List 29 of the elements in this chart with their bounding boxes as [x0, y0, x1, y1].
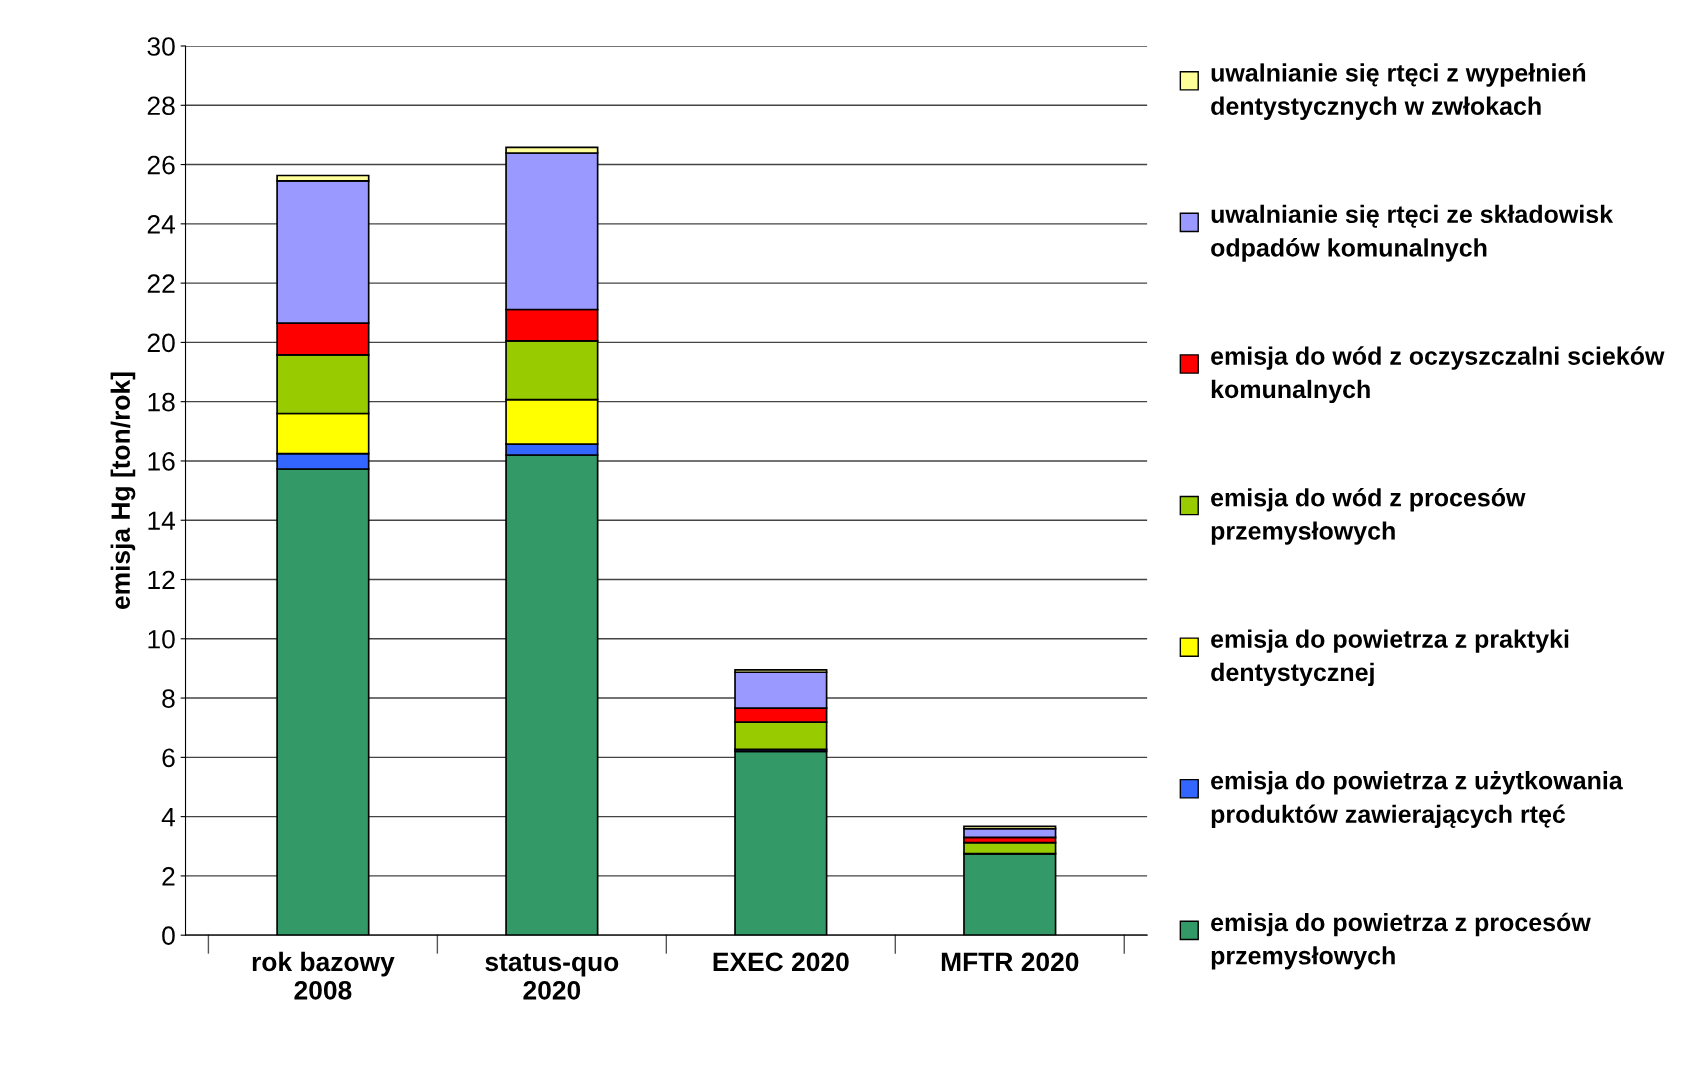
x-tick-label: EXEC 2020 — [713, 952, 849, 972]
y-tick-label: 6 — [162, 748, 175, 768]
y-tick-label: 10 — [148, 629, 175, 649]
x-tick-label: rok bazowy 2008 — [252, 951, 395, 1000]
y-axis-title: emisja Hg [ton/rok] — [110, 372, 136, 610]
bar — [734, 750, 828, 936]
legend-label: uwalnianie się rtęci ze składowisk odpadów komunalnych — [1211, 204, 1614, 262]
x-tick-label: status-quo 2020 — [485, 953, 619, 1000]
y-tick-label: 14 — [148, 511, 176, 530]
y-tick-label: 0 — [162, 926, 175, 945]
legend-label: emisja do wód z procesów przemysłowych — [1211, 487, 1526, 545]
legend-label: emisja do powietrza z praktyki dentystycznej — [1211, 629, 1569, 687]
y-tick-label: 20 — [147, 333, 175, 353]
y-tick-label: 4 — [161, 808, 176, 827]
y-tick-label: 28 — [147, 96, 175, 116]
legend-label: emisja do powietrza z użytkowania produktów zawierających rtęć — [1211, 771, 1623, 829]
y-tick-label: 12 — [148, 570, 175, 590]
y-tick-label: 30 — [147, 37, 175, 56]
y-tick-label: 8 — [162, 689, 175, 708]
legend-label: uwalnianie się rtęci z wypełnień dentystycznych w zwłokach — [1211, 63, 1586, 120]
y-tick-label: 24 — [147, 214, 176, 234]
y-tick-label: 22 — [147, 274, 175, 293]
legend-label: emisja do wód z oczyszczalni scieków komunalnych — [1211, 346, 1665, 404]
y-tick-label: 26 — [147, 155, 175, 175]
y-tick-label: 16 — [148, 452, 175, 471]
legend-label: emisja do powietrza z procesów przemysłowych — [1211, 912, 1591, 970]
y-tick-label: 2 — [162, 867, 175, 886]
x-tick-label: MFTR 2020 — [941, 952, 1079, 972]
y-tick-label: 18 — [148, 392, 175, 412]
